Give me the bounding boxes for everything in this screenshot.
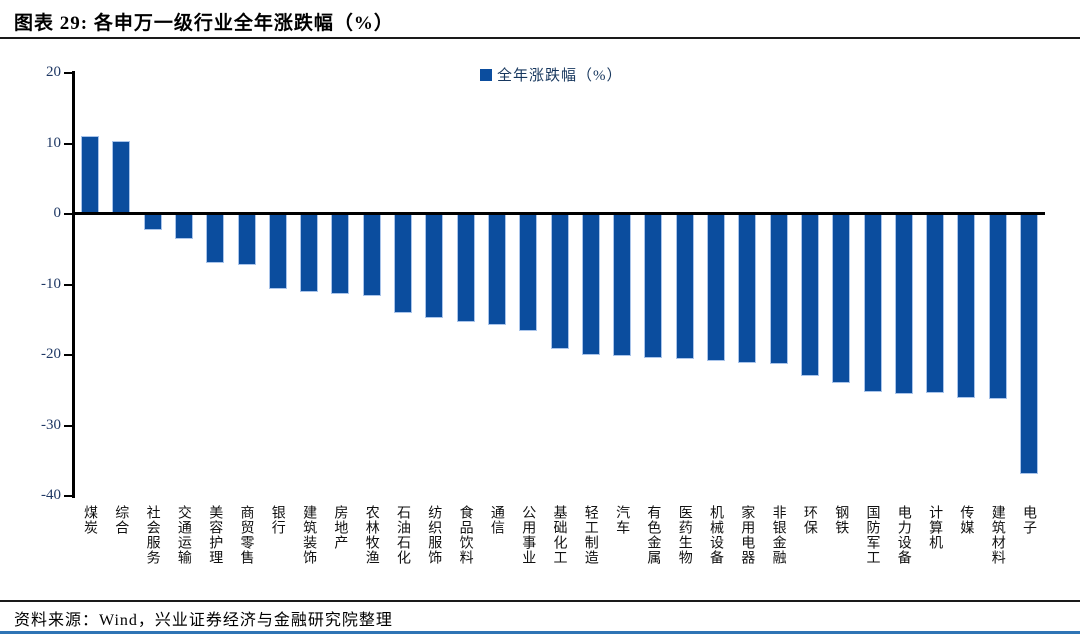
footer-accent-line <box>0 631 1080 634</box>
x-axis-category-label: 电子 <box>1021 505 1036 535</box>
x-axis-category-label: 国防军工 <box>864 505 880 565</box>
x-axis-category-label: 通信 <box>488 505 504 535</box>
bar-轻工制造 <box>581 214 600 355</box>
title-divider-line <box>0 37 1080 39</box>
x-axis-category-label: 建筑装饰 <box>301 505 317 565</box>
y-axis-tick <box>64 424 72 427</box>
bar-基础化工 <box>550 214 569 350</box>
bar-传媒 <box>957 214 976 398</box>
bar-房地产 <box>331 214 350 294</box>
x-axis-category-label: 美容护理 <box>207 505 223 565</box>
x-axis-category-label: 家用电器 <box>739 505 755 565</box>
y-axis-tick-label: 10 <box>46 134 61 151</box>
y-axis-tick <box>64 354 72 356</box>
bar-银行 <box>268 214 287 289</box>
x-axis-category-label: 环保 <box>801 505 817 535</box>
x-axis-category-label: 机械设备 <box>708 505 723 565</box>
x-axis-category-label: 钢铁 <box>833 505 849 535</box>
bar-非银金融 <box>769 214 788 365</box>
y-axis-line <box>72 71 75 498</box>
x-axis-category-label: 煤炭 <box>82 505 97 535</box>
bar-家用电器 <box>738 214 757 363</box>
bar-电力设备 <box>894 214 913 394</box>
y-axis-tick-label: 20 <box>46 64 61 80</box>
y-axis-tick <box>64 142 72 145</box>
bar-农林牧渔 <box>362 214 381 297</box>
x-axis-category-label: 房地产 <box>332 505 348 550</box>
x-axis-category-label: 公用事业 <box>520 505 536 565</box>
bar-医药生物 <box>675 214 694 360</box>
x-axis-category-label: 食品饮料 <box>457 505 473 565</box>
bar-国防军工 <box>863 214 882 393</box>
bar-建筑材料 <box>988 214 1007 400</box>
x-axis-category-label: 轻工制造 <box>582 505 598 565</box>
x-axis-category-label: 基础化工 <box>551 505 567 565</box>
x-axis-category-label: 综合 <box>113 505 129 535</box>
bar-环保 <box>800 214 819 377</box>
bar-机械设备 <box>707 214 725 361</box>
y-axis-tick-label: 0 <box>53 205 62 221</box>
x-axis-category-label: 交通运输 <box>175 505 191 565</box>
x-axis-category-label: 商贸零售 <box>238 505 254 565</box>
x-axis-category-label: 建筑材料 <box>989 505 1005 565</box>
x-axis-zero-line <box>72 212 1045 215</box>
bar-计算机 <box>926 214 945 394</box>
legend-swatch-icon <box>480 68 492 81</box>
x-axis-category-label: 医药生物 <box>676 505 692 565</box>
bar-石油石化 <box>394 214 412 313</box>
y-axis-tick <box>64 495 72 497</box>
bar-汽车 <box>613 214 632 357</box>
bar-综合 <box>112 140 131 214</box>
y-axis-tick-label: -30 <box>41 416 61 433</box>
x-axis-category-label: 非银金融 <box>770 505 786 565</box>
bar-通信 <box>487 214 506 325</box>
y-axis-tick-label: -20 <box>41 346 61 362</box>
bar-社会服务 <box>143 214 162 231</box>
y-axis-tick-label: -40 <box>41 487 61 503</box>
x-axis-category-label: 银行 <box>269 505 285 535</box>
x-axis-category-label: 纺织服饰 <box>426 505 442 565</box>
chart-legend: 全年涨跌幅（%） <box>480 64 623 85</box>
x-axis-category-label: 传媒 <box>958 505 974 535</box>
data-source-note: 资料来源：Wind，兴业证券经济与金融研究院整理 <box>14 612 393 629</box>
bar-交通运输 <box>174 214 193 239</box>
x-axis-category-label: 电力设备 <box>895 505 911 565</box>
y-axis-tick <box>64 283 72 286</box>
bar-商贸零售 <box>237 214 256 266</box>
bar-chart: 全年涨跌幅（%） 20 10 0 -10 -20 -30 -40 煤炭 综合 社会服务 交通运输 美容… <box>41 64 1045 565</box>
bar-公用事业 <box>519 214 538 332</box>
bar-电子 <box>1020 214 1038 475</box>
bar-纺织服饰 <box>425 214 444 318</box>
y-axis-tick-label: -10 <box>41 275 61 292</box>
figure-title: 图表 29: 各申万一级行业全年涨跌幅（%） <box>14 13 394 34</box>
bar-建筑装饰 <box>300 214 319 292</box>
bar-食品饮料 <box>456 214 475 322</box>
bar-钢铁 <box>832 214 851 384</box>
y-axis-tick <box>64 72 72 74</box>
x-axis-category-label: 计算机 <box>927 505 943 550</box>
bar-美容护理 <box>206 214 225 264</box>
footer-divider-line <box>0 600 1080 602</box>
legend-label: 全年涨跌幅（%） <box>497 68 623 84</box>
x-axis-category-label: 汽车 <box>614 505 630 535</box>
x-axis-category-label: 石油石化 <box>395 505 410 565</box>
x-axis-category-label: 社会服务 <box>144 505 160 565</box>
y-axis-tick <box>64 213 72 215</box>
x-axis-category-label: 农林牧渔 <box>363 505 379 565</box>
x-axis-category-label: 有色金属 <box>645 505 661 565</box>
bar-有色金属 <box>644 214 663 358</box>
bar-煤炭 <box>81 136 99 214</box>
